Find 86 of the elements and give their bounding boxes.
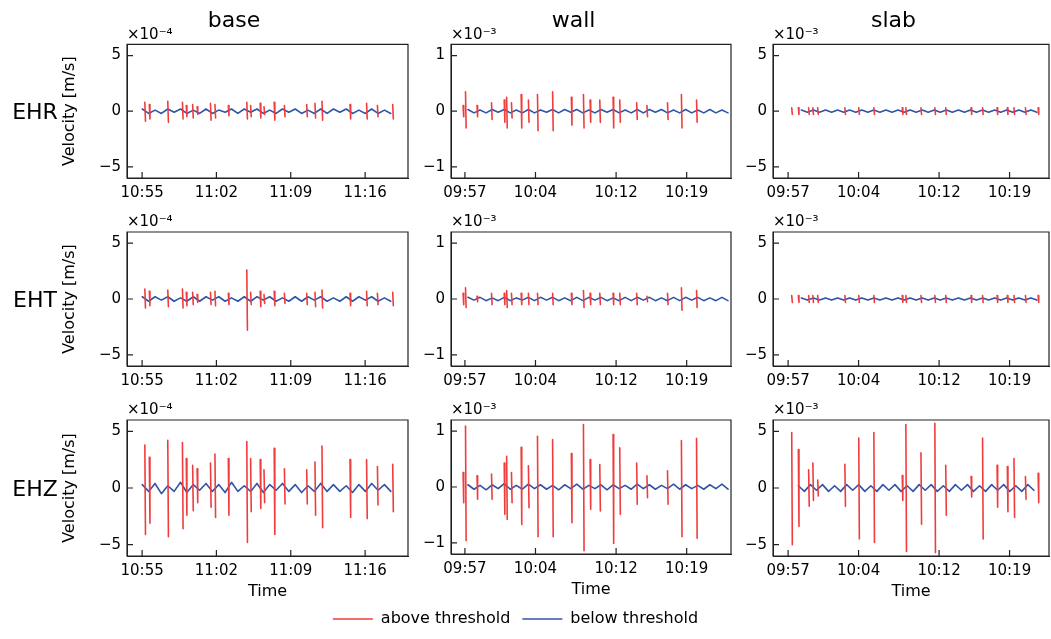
- y-tick-label: −1: [422, 156, 445, 175]
- x-tick-label: 11:02: [194, 370, 239, 389]
- text: ×10⁻⁴: [127, 212, 173, 231]
- x-tick-label: 10:55: [120, 182, 164, 201]
- y-tick-label: 0: [435, 288, 445, 307]
- x-tick-label: 11:16: [343, 182, 387, 201]
- y-tick-label: 1: [435, 233, 445, 252]
- x-axis-title: Time: [246, 580, 288, 600]
- x-tick-label: 10:12: [917, 370, 961, 389]
- x-tick-label: 10:55: [120, 560, 164, 579]
- x-tick-label: 10:12: [594, 558, 638, 577]
- text: ×10⁻⁴: [127, 400, 173, 419]
- legend-label: above threshold: [380, 608, 511, 628]
- y-tick-label: 0: [435, 101, 445, 120]
- x-tick-label: 11:16: [343, 370, 387, 389]
- x-tick-label: 10:12: [594, 182, 638, 201]
- text: EHR: [12, 98, 58, 124]
- x-tick-label: 10:19: [987, 560, 1032, 579]
- y-tick-label: −5: [744, 156, 767, 175]
- x-tick-label: 11:02: [194, 182, 239, 201]
- y-tick-label: 5: [111, 421, 121, 440]
- text: ×10⁻⁴: [127, 24, 173, 43]
- chart-title: slab: [870, 6, 917, 32]
- x-tick-label: 10:04: [836, 560, 881, 579]
- text: ×10⁻³: [451, 24, 497, 43]
- y-axis-title: Velocity [m/s]: [58, 244, 78, 354]
- chart-title: wall: [551, 6, 596, 32]
- x-tick-label: 10:19: [665, 370, 709, 389]
- y-tick-label: 1: [435, 45, 445, 64]
- y-tick-label: 0: [111, 101, 121, 120]
- y-tick-label: 1: [435, 421, 445, 440]
- x-tick-label: 09:57: [443, 370, 487, 389]
- x-tick-label: 10:19: [987, 182, 1032, 201]
- text: EHT: [13, 286, 57, 312]
- y-tick-label: 0: [111, 477, 121, 496]
- x-tick-label: 10:04: [513, 370, 558, 389]
- text: ×10⁻³: [773, 400, 819, 419]
- x-tick-label: 09:57: [766, 370, 810, 389]
- x-tick-label: 11:09: [269, 370, 313, 389]
- y-axis-title: Velocity [m/s]: [58, 56, 78, 167]
- x-tick-label: 09:57: [443, 558, 487, 577]
- x-axis-title: Time: [570, 578, 611, 598]
- y-tick-label: 5: [757, 233, 767, 252]
- y-tick-label: 0: [757, 477, 767, 496]
- text: ×10⁻³: [773, 24, 819, 43]
- x-tick-label: 10:19: [665, 558, 709, 577]
- y-tick-label: 0: [111, 288, 121, 307]
- text: ×10⁻³: [773, 212, 819, 231]
- y-tick-label: −1: [422, 532, 445, 551]
- text: EHZ: [12, 475, 58, 501]
- y-tick-label: −5: [98, 156, 121, 175]
- legend-label: below threshold: [570, 608, 699, 628]
- x-tick-label: 10:12: [917, 560, 961, 579]
- x-axis-title: Time: [890, 580, 931, 600]
- x-tick-label: 10:04: [836, 182, 881, 201]
- y-axis-title: Velocity [m/s]: [58, 433, 78, 543]
- x-tick-label: 10:19: [987, 370, 1032, 389]
- x-tick-label: 10:04: [836, 370, 881, 389]
- y-tick-label: 5: [757, 421, 767, 440]
- x-tick-label: 10:04: [513, 182, 558, 201]
- x-tick-label: 10:12: [594, 370, 638, 389]
- x-tick-label: 11:09: [269, 560, 313, 579]
- x-tick-label: 09:57: [766, 560, 810, 579]
- x-tick-label: 11:09: [269, 182, 313, 201]
- x-tick-label: 10:19: [665, 182, 709, 201]
- text: ×10⁻³: [451, 400, 497, 419]
- y-tick-label: −5: [744, 534, 767, 553]
- chart-title: base: [207, 6, 261, 32]
- y-tick-label: 0: [435, 476, 445, 495]
- y-tick-label: −5: [98, 344, 121, 363]
- y-tick-label: 5: [757, 45, 767, 64]
- y-tick-label: −5: [98, 534, 121, 553]
- x-tick-label: 10:12: [917, 182, 961, 201]
- y-tick-label: 0: [757, 101, 767, 120]
- y-tick-label: 5: [111, 233, 121, 252]
- x-tick-label: 10:04: [513, 558, 558, 577]
- x-tick-label: 09:57: [766, 182, 810, 201]
- y-tick-label: 0: [757, 288, 767, 307]
- y-tick-label: −1: [422, 344, 445, 363]
- y-tick-label: 5: [111, 45, 121, 64]
- x-tick-label: 11:02: [194, 560, 239, 579]
- x-tick-label: 09:57: [443, 182, 487, 201]
- x-tick-label: 10:55: [120, 370, 164, 389]
- y-tick-label: −5: [744, 344, 767, 363]
- text: ×10⁻³: [451, 212, 497, 231]
- x-tick-label: 11:16: [343, 560, 387, 579]
